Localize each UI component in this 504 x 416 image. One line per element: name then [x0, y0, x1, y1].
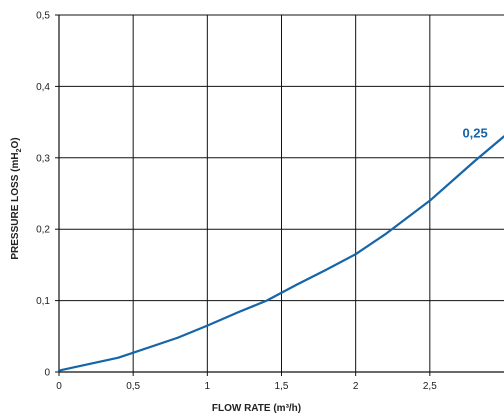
y-tick-label: 0	[44, 368, 50, 379]
y-axis-label-tail: O)	[10, 137, 21, 148]
x-tick-label: 1	[205, 381, 211, 392]
y-tick-label: 0,5	[36, 11, 50, 22]
y-tick-label: 0,3	[36, 153, 50, 164]
y-tick-label: 0,4	[36, 82, 50, 93]
x-tick-label: 0,5	[126, 381, 140, 392]
y-tick-label: 0,2	[36, 225, 50, 236]
series	[57, 135, 504, 372]
y-axis-label-main: PRESSURE LOSS (mH	[10, 152, 21, 259]
y-axis-label-subscript: 2	[16, 148, 23, 152]
y-axis-label: PRESSURE LOSS (mH2O)	[10, 137, 23, 259]
x-tick-label: 0	[56, 381, 62, 392]
x-axis-label: FLOW RATE (m³/h)	[212, 403, 301, 414]
y-tick-label: 0,1	[36, 296, 50, 307]
data-annotation: 0,25	[462, 126, 487, 141]
grid	[59, 14, 504, 372]
x-tick-label: 2	[353, 381, 359, 392]
x-tick-label: 1,5	[275, 381, 289, 392]
series-line	[57, 135, 504, 372]
axes	[55, 14, 504, 376]
tick-labels: 0 0,1 0,2 0,3 0,4 0,5 0 0,5 1 1,5 2 2,5	[36, 11, 437, 393]
x-tick-label: 2,5	[423, 381, 437, 392]
